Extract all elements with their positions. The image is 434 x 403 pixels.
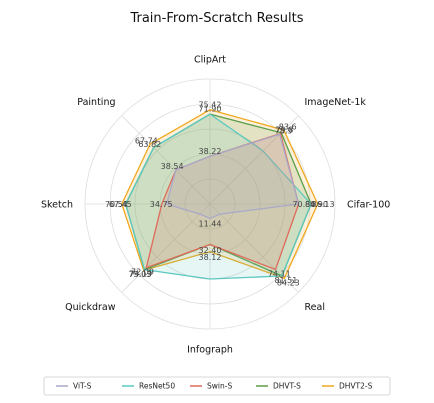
value-label-dhvt2-s-3: 84.23 (277, 278, 300, 287)
legend-label-dhvt-s: DHVT-S (273, 382, 301, 391)
axis-label-imagenet-1k: ImageNet-1k (305, 97, 367, 108)
value-label-dhvt2-s-0: 75.42 (199, 100, 222, 109)
value-label-vit-s-4: 11.44 (199, 220, 222, 229)
axis-label-quickdraw: Quickdraw (65, 302, 116, 313)
axis-label-painting: Painting (77, 97, 115, 108)
value-label-vit-s-0: 38.22 (199, 147, 222, 156)
axis-label-clipart: ClipArt (194, 55, 226, 66)
axis-label-cifar-100: Cifar-100 (347, 200, 390, 211)
axis-label-infograph: Infograph (187, 345, 233, 356)
value-label-dhvt2-s-6: 70.54 (105, 200, 128, 209)
legend: ViT-S ResNet50 Swin-S DHVT-S DHVT2-S (44, 377, 390, 395)
axis-label-sketch: Sketch (41, 200, 73, 211)
value-label-dhvt2-s-5: 75.03 (128, 270, 151, 279)
legend-label-dhvt2-s: DHVT2-S (339, 382, 373, 391)
value-label-dhvt2-s-2: 86.13 (312, 200, 335, 209)
chart-title: Train-From-Scratch Results (129, 11, 303, 26)
value-label-dhvt2-s-1: 83.6 (279, 122, 297, 131)
axis-label-real: Real (305, 302, 325, 313)
value-label-dhvt2-s-4: 38.12 (199, 253, 222, 262)
legend-label-vit-s: ViT-S (73, 382, 92, 391)
value-label-vit-s-6: 34.75 (150, 200, 173, 209)
legend-label-swin-s: Swin-S (207, 382, 232, 391)
legend-label-resnet50: ResNet50 (139, 382, 175, 391)
value-label-swin-s-3: 74.11 (268, 269, 291, 278)
value-label-dhvt2-s-7: 67.74 (135, 136, 158, 145)
value-label-vit-s-7: 38.54 (161, 162, 184, 171)
